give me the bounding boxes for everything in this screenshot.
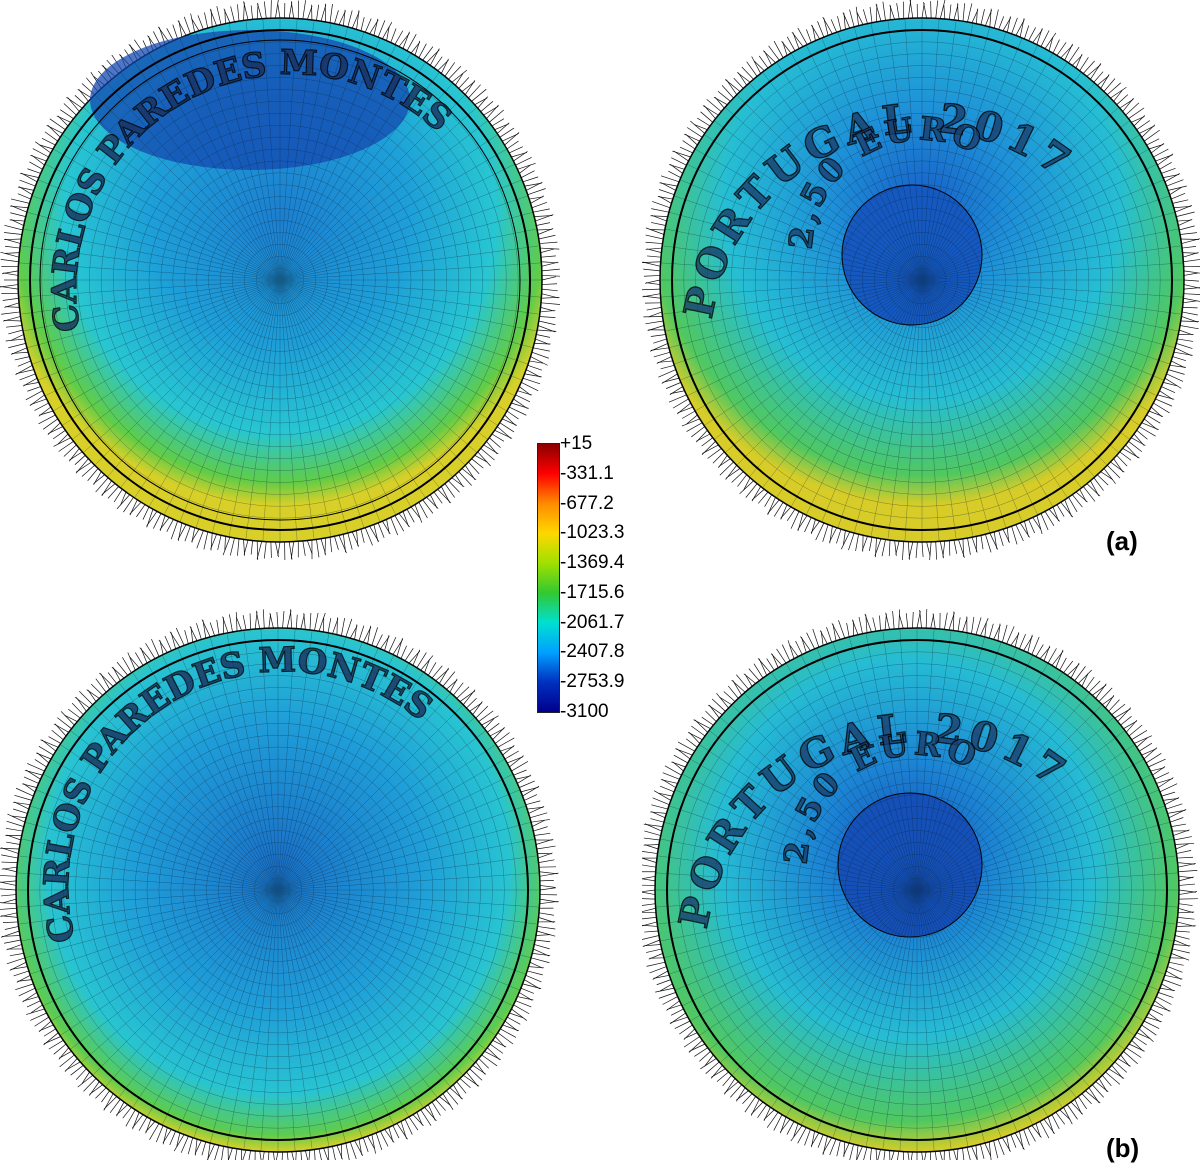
colorbar-tick-label: -2407.8: [560, 641, 625, 663]
colorbar-tick-label: -1023.3: [560, 522, 625, 544]
colorbar-tick-label: -1715.6: [560, 581, 625, 603]
panel-label-a: (a): [1106, 526, 1138, 556]
rim-fringe: [0, 0, 560, 560]
coin-a-left-mesh: CARLOS PAREDES MONTES: [0, 0, 560, 560]
colorbar-tick-label: +15: [560, 433, 593, 454]
colorbar-tick-label: -677.2: [560, 492, 614, 514]
colorbar-tick-label: -3100: [560, 701, 609, 722]
rim-fringe: [642, 609, 1198, 1160]
coin-a-right: PORTUGAL 2017 2,50 EURO: [642, 0, 1200, 560]
rim-fringe: [0, 609, 559, 1160]
colorbar-tick-label: -1369.4: [560, 552, 625, 574]
colorbar: [537, 443, 560, 713]
colorbar-tick-label: -2753.9: [560, 671, 625, 693]
coin-a-right-mesh: PORTUGAL 2017 2,50 EURO: [642, 0, 1200, 560]
coin-b-left: CARLOS PAREDES MONTES: [0, 600, 560, 1160]
coin-a-left: CARLOS PAREDES MONTES: [0, 0, 560, 560]
coin-b-right-mesh: PORTUGAL 2017 2,50 EURO: [642, 609, 1198, 1160]
panel-label-b: (b): [1106, 1133, 1140, 1163]
colorbar-tick-label: -2061.7: [560, 611, 625, 633]
coin-b-right: PORTUGAL 2017 2,50 EURO: [642, 600, 1200, 1160]
rim-fringe: [642, 0, 1200, 560]
coin-b-left-mesh: CARLOS PAREDES MONTES: [0, 609, 559, 1160]
colorbar-legend: +15 -331.1 -677.2 -1023.3 -1369.4 -1715.6 -206…: [537, 434, 677, 721]
colorbar-tick-label: -331.1: [560, 462, 614, 484]
